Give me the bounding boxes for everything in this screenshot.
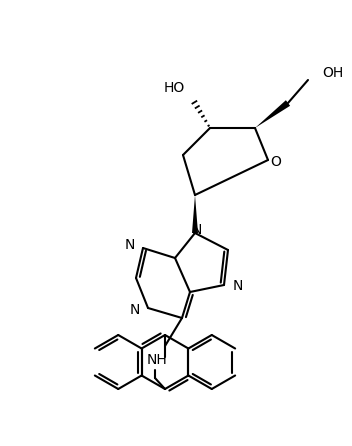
Text: O: O <box>271 155 282 169</box>
Text: NH: NH <box>147 353 167 367</box>
Text: N: N <box>233 279 243 293</box>
Polygon shape <box>255 100 290 128</box>
Text: N: N <box>192 223 202 237</box>
Text: N: N <box>125 238 135 252</box>
Polygon shape <box>192 195 198 233</box>
Text: OH: OH <box>322 66 343 80</box>
Text: HO: HO <box>164 81 185 95</box>
Text: N: N <box>130 303 140 317</box>
